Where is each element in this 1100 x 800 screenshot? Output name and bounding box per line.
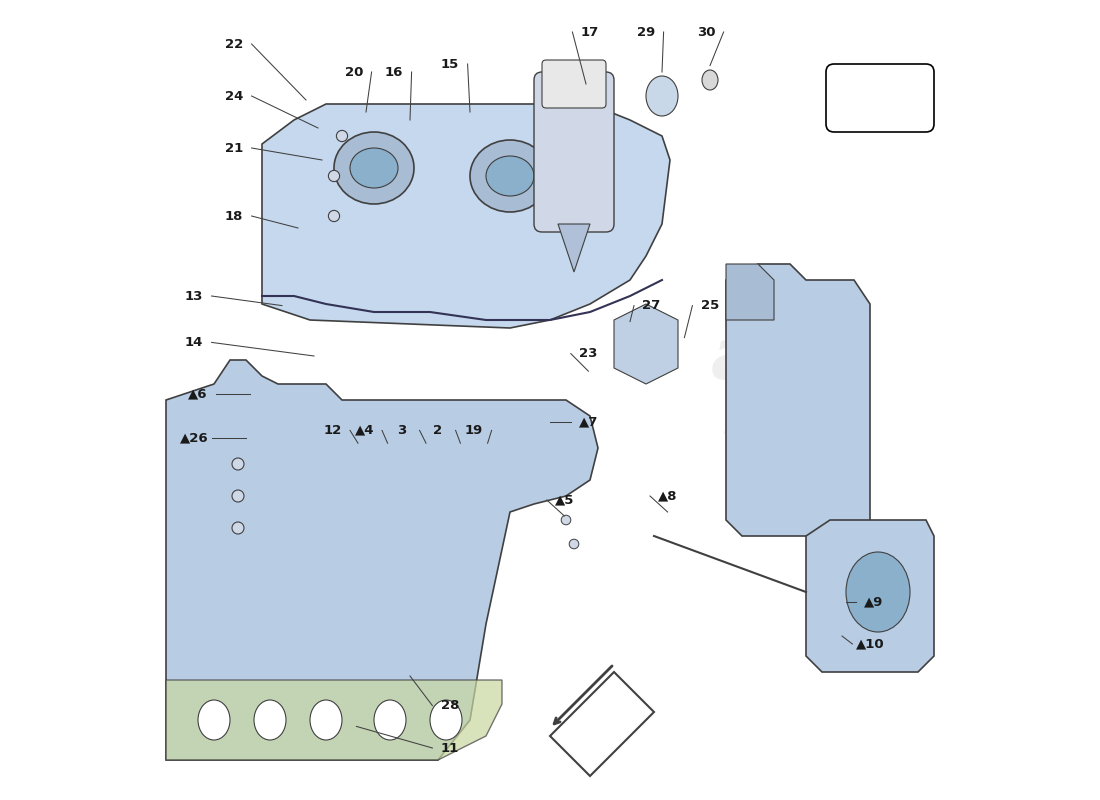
Ellipse shape — [846, 552, 910, 632]
Polygon shape — [166, 680, 502, 760]
Ellipse shape — [486, 156, 534, 196]
Polygon shape — [806, 520, 934, 672]
Ellipse shape — [350, 148, 398, 188]
Ellipse shape — [254, 700, 286, 740]
Text: ▲26: ▲26 — [179, 432, 208, 445]
Ellipse shape — [430, 700, 462, 740]
Ellipse shape — [702, 70, 718, 90]
Text: 2: 2 — [433, 424, 442, 437]
Text: ▲8: ▲8 — [658, 490, 678, 502]
Text: ▲10: ▲10 — [856, 638, 884, 650]
Text: ▲5: ▲5 — [554, 494, 574, 506]
Ellipse shape — [232, 490, 244, 502]
Ellipse shape — [310, 700, 342, 740]
Text: 24: 24 — [224, 90, 243, 102]
Text: 28: 28 — [441, 699, 459, 712]
Text: 3: 3 — [397, 424, 407, 437]
Polygon shape — [614, 304, 678, 384]
Ellipse shape — [329, 170, 340, 182]
Text: 25: 25 — [701, 299, 719, 312]
Polygon shape — [166, 360, 598, 760]
Ellipse shape — [374, 700, 406, 740]
Polygon shape — [726, 264, 870, 536]
FancyBboxPatch shape — [534, 72, 614, 232]
Polygon shape — [262, 104, 670, 328]
Text: ▲9: ▲9 — [865, 595, 883, 608]
Ellipse shape — [232, 458, 244, 470]
Text: 16: 16 — [385, 66, 404, 78]
Text: 18: 18 — [224, 210, 243, 222]
Ellipse shape — [334, 132, 414, 204]
Text: ars: ars — [711, 326, 838, 394]
Text: 29: 29 — [637, 26, 656, 38]
Ellipse shape — [337, 130, 348, 142]
Text: 14: 14 — [185, 336, 204, 349]
Text: ▲7: ▲7 — [579, 416, 598, 429]
Text: since 1985: since 1985 — [722, 418, 858, 462]
Ellipse shape — [646, 76, 678, 116]
Text: 22: 22 — [224, 38, 243, 50]
Ellipse shape — [329, 210, 340, 222]
Polygon shape — [726, 264, 774, 320]
Text: 27: 27 — [642, 299, 661, 312]
Text: 21: 21 — [224, 142, 243, 154]
Ellipse shape — [470, 140, 550, 212]
Text: ▲4: ▲4 — [354, 424, 374, 437]
Ellipse shape — [569, 539, 579, 549]
FancyBboxPatch shape — [542, 60, 606, 108]
Text: 19: 19 — [465, 424, 483, 437]
Text: 11: 11 — [441, 742, 459, 754]
Ellipse shape — [561, 515, 571, 525]
Text: 13: 13 — [185, 290, 204, 302]
Polygon shape — [558, 224, 590, 272]
Text: 20: 20 — [344, 66, 363, 78]
Text: 30: 30 — [696, 26, 715, 38]
Text: 17: 17 — [581, 26, 600, 38]
Text: 23: 23 — [580, 347, 597, 360]
Text: ▲6: ▲6 — [188, 387, 208, 400]
Ellipse shape — [198, 700, 230, 740]
Ellipse shape — [232, 522, 244, 534]
Text: ▲ = 1: ▲ = 1 — [852, 86, 906, 103]
Text: 15: 15 — [441, 58, 459, 70]
Text: 12: 12 — [323, 424, 341, 437]
